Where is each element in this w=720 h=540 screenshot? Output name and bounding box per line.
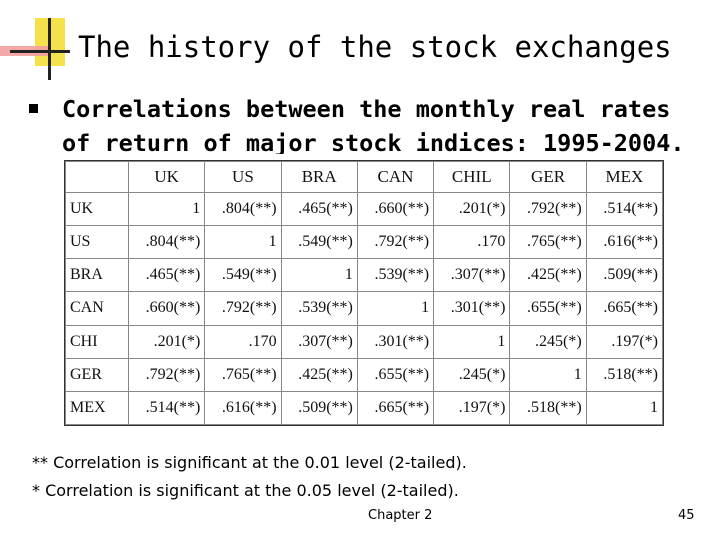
correlation-cell: 1 — [280, 258, 358, 293]
correlation-cell: .616(**) — [585, 225, 664, 260]
correlation-cell: .792(**) — [356, 225, 435, 260]
correlation-cell: .201(*) — [433, 191, 511, 227]
table-row: MEX .514(**) .616(**) .509(**) .665(**) .197(… — [65, 390, 664, 426]
correlation-cell: .792(**) — [204, 291, 282, 326]
column-header: BRA — [280, 161, 358, 193]
correlation-cell: .549(**) — [280, 225, 358, 260]
correlation-cell: .307(**) — [280, 324, 358, 359]
decorative-horizontal-line — [10, 50, 70, 53]
correlation-cell: 1 — [356, 291, 435, 326]
bullet-icon — [29, 104, 38, 113]
correlation-cell: 1 — [509, 357, 587, 392]
corner-cell — [65, 161, 129, 193]
column-header: UK — [127, 161, 206, 193]
correlation-cell: .765(**) — [204, 357, 282, 392]
correlation-cell: 1 — [204, 225, 282, 260]
correlation-cell: .245(*) — [433, 357, 511, 392]
correlation-cell: .201(*) — [127, 324, 206, 359]
column-header: US — [204, 161, 282, 193]
table-row: BRA .465(**) .549(**) 1.539(**) .307(**) .425… — [65, 258, 664, 293]
correlation-cell: .616(**) — [204, 390, 282, 426]
correlation-cell: 1 — [127, 191, 206, 227]
table-row: CAN .660(**) .792(**) .539(**) 1.301(**) .655… — [65, 291, 664, 326]
column-header: GER — [509, 161, 587, 193]
correlation-cell: 1 — [585, 390, 664, 426]
correlation-cell: .170 — [204, 324, 282, 359]
correlation-cell: .509(**) — [585, 258, 664, 293]
correlation-cell: 1 — [433, 324, 511, 359]
table-row: UK 1.804(**) .465(**) .660(**) .201(*) .792(*… — [65, 191, 664, 227]
correlation-cell: .665(**) — [585, 291, 664, 326]
row-header: UK — [65, 191, 129, 227]
footnote-significance-001: ** Correlation is significant at the 0.0… — [32, 453, 467, 472]
correlation-cell: .425(**) — [509, 258, 587, 293]
footnote-significance-005: * Correlation is significant at the 0.05… — [32, 481, 459, 500]
correlation-cell: .514(**) — [127, 390, 206, 426]
correlation-cell: .197(*) — [433, 390, 511, 426]
correlation-cell: .518(**) — [509, 390, 587, 426]
correlation-cell: .655(**) — [509, 291, 587, 326]
row-header: US — [65, 225, 129, 260]
correlation-cell: .301(**) — [356, 324, 435, 359]
correlation-cell: .465(**) — [127, 258, 206, 293]
table-row: GER .792(**) .765(**) .425(**) .655(**) .245(… — [65, 357, 664, 392]
page-number: 45 — [678, 508, 695, 523]
correlation-cell: .245(*) — [509, 324, 587, 359]
correlation-cell: .792(**) — [509, 191, 587, 227]
slide-subtitle: Correlations between the monthly real ra… — [62, 95, 685, 154]
column-header: CHIL — [433, 161, 511, 193]
correlation-cell: .792(**) — [127, 357, 206, 392]
row-header: GER — [65, 357, 129, 392]
table-row: CHI .201(*) .170.307(**) .301(**) 1.245(*) .1… — [65, 324, 664, 359]
decorative-vertical-line — [48, 18, 51, 80]
correlation-cell: .765(**) — [509, 225, 587, 260]
correlation-cell: .425(**) — [280, 357, 358, 392]
correlation-cell: .804(**) — [204, 191, 282, 227]
table-row: US .804(**) 1.549(**) .792(**) .170.765(**).… — [65, 225, 664, 260]
column-header: CAN — [356, 161, 435, 193]
correlation-cell: .804(**) — [127, 225, 206, 260]
row-header: BRA — [65, 258, 129, 293]
correlation-cell: .665(**) — [356, 390, 435, 426]
correlation-cell: .549(**) — [204, 258, 282, 293]
correlation-cell: .655(**) — [356, 357, 435, 392]
correlation-cell: .660(**) — [356, 191, 435, 227]
correlation-cell: .514(**) — [585, 191, 664, 227]
correlation-cell: .197(*) — [585, 324, 664, 359]
correlation-table-container: UK US BRA CAN CHIL GER MEX UK 1.804(**) .4… — [64, 160, 664, 426]
chapter-label: Chapter 2 — [368, 508, 433, 523]
correlation-cell: .170 — [433, 225, 511, 260]
correlation-cell: .539(**) — [280, 291, 358, 326]
correlation-cell: .301(**) — [433, 291, 511, 326]
correlation-cell: .509(**) — [280, 390, 358, 426]
row-header: CAN — [65, 291, 129, 326]
table-header-row: UK US BRA CAN CHIL GER MEX — [65, 161, 664, 193]
row-header: MEX — [65, 390, 129, 426]
row-header: CHI — [65, 324, 129, 359]
slide-title: The history of the stock exchanges — [78, 30, 672, 64]
correlation-cell: .539(**) — [356, 258, 435, 293]
column-header: MEX — [585, 161, 664, 193]
correlation-cell: .465(**) — [280, 191, 358, 227]
correlation-cell: .307(**) — [433, 258, 511, 293]
correlation-cell: .660(**) — [127, 291, 206, 326]
correlation-table: UK US BRA CAN CHIL GER MEX UK 1.804(**) .4… — [65, 161, 664, 426]
correlation-cell: .518(**) — [585, 357, 664, 392]
